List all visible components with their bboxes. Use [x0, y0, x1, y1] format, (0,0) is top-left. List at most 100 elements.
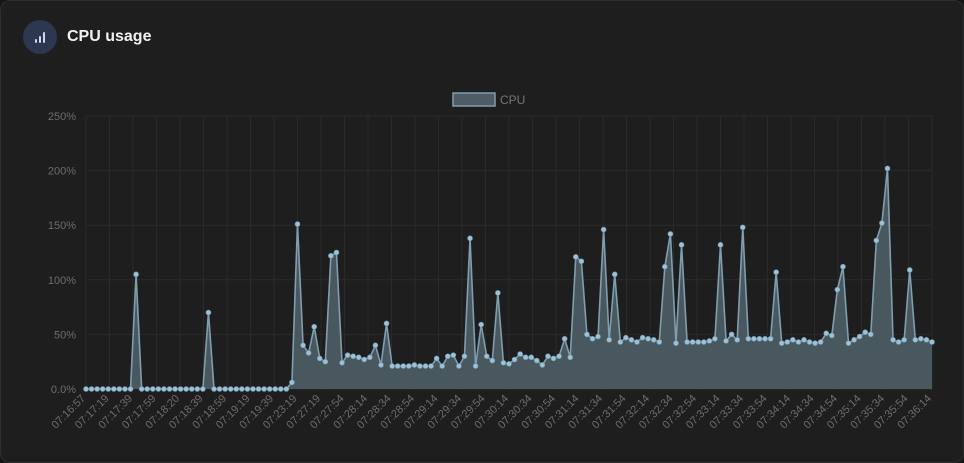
- data-point: [851, 337, 857, 343]
- data-point: [845, 340, 852, 346]
- data-point: [272, 386, 279, 392]
- data-point: [239, 386, 245, 392]
- data-point: [611, 271, 618, 278]
- data-point: [255, 386, 262, 392]
- data-point: [411, 362, 418, 368]
- data-point: [628, 337, 635, 343]
- data-point: [99, 386, 106, 392]
- data-point: [656, 339, 663, 345]
- data-point: [461, 353, 468, 360]
- card-title: CPU usage: [67, 28, 152, 45]
- data-point: [840, 263, 846, 270]
- data-point: [450, 352, 457, 358]
- data-point: [795, 339, 802, 345]
- data-point: [495, 290, 501, 296]
- data-point: [194, 386, 201, 392]
- chart-legend[interactable]: CPU: [452, 92, 525, 107]
- data-point: [172, 386, 178, 392]
- data-point: [227, 386, 234, 392]
- data-point: [862, 329, 869, 336]
- data-point: [550, 355, 557, 362]
- y-tick-label: 100%: [48, 275, 76, 287]
- data-point: [266, 386, 273, 392]
- data-point: [478, 321, 484, 328]
- data-point: [322, 358, 329, 365]
- data-point: [83, 386, 89, 392]
- data-point: [918, 335, 924, 342]
- y-tick-label: 200%: [48, 166, 76, 178]
- data-point: [639, 334, 646, 341]
- data-point: [706, 338, 713, 344]
- data-point: [806, 339, 813, 345]
- data-point: [890, 337, 896, 343]
- data-point: [311, 323, 318, 330]
- data-point: [745, 335, 752, 342]
- data-point: [300, 342, 306, 349]
- data-point: [166, 386, 173, 392]
- data-point: [801, 337, 807, 343]
- data-point: [589, 335, 596, 342]
- data-point: [767, 335, 774, 342]
- series-area: [86, 168, 932, 389]
- data-point: [105, 386, 112, 392]
- data-point: [528, 354, 535, 361]
- data-point: [906, 267, 913, 273]
- data-point: [361, 356, 368, 363]
- data-point: [177, 386, 184, 392]
- data-point: [122, 386, 128, 392]
- data-point: [667, 231, 674, 237]
- data-point: [233, 386, 240, 392]
- y-axis: 0.0% 50% 100% 150% 200% 250%: [48, 111, 76, 396]
- data-point: [689, 339, 696, 345]
- data-point: [812, 340, 818, 346]
- y-tick-label: 0.0%: [51, 384, 76, 396]
- data-point: [584, 331, 590, 338]
- data-point: [400, 363, 407, 369]
- data-point: [645, 335, 651, 342]
- data-point: [183, 386, 189, 392]
- data-point: [673, 340, 679, 346]
- data-point: [912, 337, 919, 343]
- data-point: [328, 252, 334, 259]
- data-point: [155, 386, 162, 392]
- data-point: [700, 339, 707, 345]
- y-tick-label: 50%: [54, 329, 76, 341]
- data-point: [261, 386, 267, 392]
- data-point: [829, 332, 835, 339]
- data-point: [244, 386, 251, 392]
- data-point: [511, 356, 518, 363]
- data-point: [467, 235, 473, 242]
- data-point: [650, 337, 657, 343]
- data-point: [717, 242, 724, 248]
- data-point: [406, 363, 412, 369]
- bar-chart-icon: [23, 20, 57, 54]
- data-point: [444, 353, 451, 360]
- data-point: [545, 353, 551, 360]
- data-point: [127, 386, 134, 392]
- data-point: [522, 354, 529, 361]
- data-point: [873, 237, 880, 244]
- data-point: [428, 363, 434, 369]
- data-point: [389, 363, 395, 369]
- data-point: [901, 337, 907, 343]
- data-point: [294, 221, 301, 227]
- data-point: [773, 269, 779, 275]
- data-point: [617, 339, 624, 345]
- data-point: [556, 353, 562, 360]
- data-point: [383, 320, 390, 327]
- data-point: [94, 386, 100, 392]
- data-point: [739, 224, 746, 231]
- data-point: [784, 339, 791, 345]
- data-point: [456, 363, 462, 369]
- data-point: [684, 339, 690, 345]
- data-point: [572, 254, 579, 260]
- data-point: [188, 386, 195, 392]
- data-point: [138, 386, 145, 392]
- data-point: [751, 335, 757, 342]
- data-point: [422, 363, 429, 369]
- data-point: [483, 353, 490, 360]
- data-point: [111, 386, 117, 392]
- data-point: [534, 357, 540, 364]
- data-point: [489, 357, 496, 364]
